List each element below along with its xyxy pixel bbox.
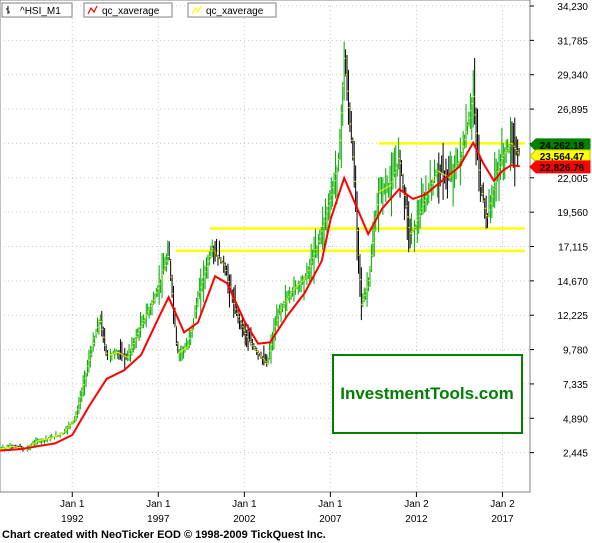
- x-tick-year: 1992: [61, 514, 84, 525]
- price-label-text: 22,826.76: [540, 163, 585, 174]
- legend-item-hsi[interactable]: ^HSI_M1: [1, 2, 73, 18]
- y-tick-label: 34,230: [557, 2, 588, 13]
- price-label-box: [529, 160, 591, 174]
- y-tick-label: 31,785: [557, 36, 588, 47]
- price-label-box: [529, 149, 591, 163]
- x-tick-year: 2007: [319, 514, 342, 525]
- x-tick-year: 2012: [405, 514, 428, 525]
- legend-label: qc_xaverage: [206, 6, 264, 17]
- legend-label: qc_xaverage: [102, 6, 160, 17]
- x-tick-month: Jan 2: [404, 499, 429, 510]
- y-tick-label: 12,225: [557, 311, 588, 322]
- price-label-box: [529, 138, 591, 152]
- legend-item-red-average[interactable]: qc_xaverage: [83, 2, 173, 18]
- watermark: InvestmentTools.com: [332, 354, 523, 434]
- x-tick-month: Jan 1: [60, 499, 85, 510]
- line-series-icon: [191, 5, 202, 15]
- y-tick-label: 22,005: [557, 174, 588, 185]
- watermark-text: InvestmentTools.com: [340, 384, 514, 403]
- y-tick-label: 17,115: [558, 243, 588, 254]
- price-label-text: 24,262.18: [540, 141, 585, 152]
- y-tick-label: 14,670: [557, 277, 588, 288]
- price-label: 22,826.76: [529, 160, 591, 174]
- y-axis: 2,445 4,890 7,335 9,780 12,225 14,670 17,115 19…: [530, 2, 588, 460]
- y-tick-label: 29,340: [557, 71, 588, 82]
- x-tick-year: 1997: [147, 514, 170, 525]
- footer-credit: Chart created with NeoTicker EOD © 1998-…: [2, 529, 326, 541]
- x-tick-year: 2002: [233, 514, 256, 525]
- y-tick-label: 26,895: [557, 105, 588, 116]
- x-tick-year: 2017: [491, 514, 514, 525]
- bar-series-icon: [6, 6, 10, 14]
- average-line-path: [0, 140, 520, 452]
- price-label: 23,564.47: [529, 149, 591, 163]
- x-tick-month: Jan 2: [490, 499, 515, 510]
- x-tick-month: Jan 1: [146, 499, 171, 510]
- y-tick-label: 19,560: [557, 208, 588, 219]
- average-line: [0, 140, 520, 452]
- y-tick-label: 2,445: [563, 449, 588, 460]
- level-lines: [175, 142, 525, 253]
- price-label: 24,262.18: [529, 138, 591, 152]
- x-tick-month: Jan 1: [232, 499, 257, 510]
- legend-label: ^HSI_M1: [20, 6, 61, 17]
- y-tick-label: 4,890: [563, 414, 588, 425]
- y-tick-label: 9,780: [563, 346, 588, 357]
- legend: ^HSI_M1 qc_xaverage qc_xaverage: [1, 2, 277, 18]
- legend-item-yellow-average[interactable]: qc_xaverage: [187, 2, 277, 18]
- price-label-text: 23,564.47: [540, 152, 585, 163]
- x-axis: Jan 1 1992 Jan 1 1997 Jan 1 2002 Jan 1 2007 Jan …: [0, 491, 530, 525]
- price-bars: [0, 41, 521, 452]
- x-tick-month: Jan 1: [318, 499, 343, 510]
- line-series-icon: [87, 5, 98, 15]
- y-tick-label: 7,335: [563, 380, 588, 391]
